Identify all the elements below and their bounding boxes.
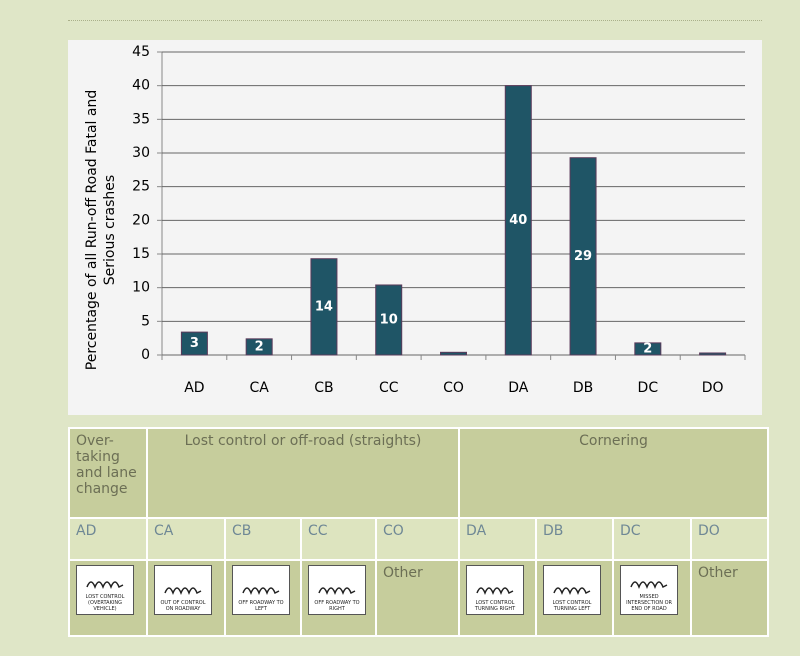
icon-cell: MISSED INTERSECTION OR END OF ROAD [612, 559, 693, 637]
icon: LOST CONTROL (OVERTAKING VEHICLE) [76, 565, 134, 615]
spiral [242, 587, 280, 596]
code-cell: CC [300, 517, 377, 561]
icon-text: MISSED INTERSECTION OR END OF ROAD [626, 594, 672, 612]
icon-text: LOST CONTROL TURNING RIGHT [474, 600, 516, 612]
data-label: 14 [315, 299, 333, 314]
icon-graphic [318, 587, 356, 596]
icon: LOST CONTROL TURNING LEFT [543, 565, 602, 615]
bar [440, 351, 467, 356]
y-tick-label: 40 [132, 78, 150, 94]
spiral [630, 581, 668, 590]
y-tick-label: 30 [132, 145, 150, 161]
header-cell: Lost control or off-road (straights) [145, 427, 461, 519]
icon-graphic [164, 587, 202, 596]
icon-cell: LOST CONTROL (OVERTAKING VEHICLE) [68, 559, 148, 637]
bar [375, 284, 403, 356]
icon: OUT OF CONTROL ON ROADWAY [154, 565, 212, 615]
icon: MISSED INTERSECTION OR END OF ROAD [620, 565, 679, 615]
icon-cell: LOST CONTROL TURNING RIGHT [458, 559, 538, 637]
code-cell: CB [224, 517, 302, 561]
icon-text: OFF ROADWAY TO LEFT [238, 600, 284, 612]
spiral [553, 587, 591, 596]
icon-graphic [86, 581, 124, 590]
spiral [86, 581, 124, 590]
icon-cell: Other [690, 559, 770, 637]
code-cell: DC [612, 517, 693, 561]
icon-text: OUT OF CONTROL ON ROADWAY [160, 600, 206, 612]
icon-text: LOST CONTROL (OVERTAKING VEHICLE) [85, 594, 125, 612]
bar [504, 85, 532, 356]
y-tick-label: 0 [141, 347, 150, 363]
icon-graphic [553, 587, 591, 596]
icon-cell: Other [374, 559, 461, 637]
y-tick-label: 5 [141, 313, 150, 329]
bar [310, 258, 338, 356]
x-tick-label: CO [443, 380, 464, 396]
x-tick-label: DC [638, 380, 659, 396]
icon-text: OFF ROADWAY TO RIGHT [314, 600, 360, 612]
icon: OFF ROADWAY TO RIGHT [308, 565, 366, 615]
y-axis-label: Percentage of all Run-off Road Fatal and [84, 90, 100, 370]
x-tick-label: AD [184, 380, 204, 396]
y-tick-label: 45 [132, 44, 150, 60]
y-axis-label: Serious crashes [102, 175, 118, 285]
icon-cell: OFF ROADWAY TO LEFT [224, 559, 302, 637]
header-cell: Over-taking and lane change [68, 427, 148, 519]
x-tick-label: CB [314, 380, 333, 396]
x-tick-label: DB [573, 380, 593, 396]
y-tick-label: 25 [132, 179, 150, 195]
data-label: 2 [255, 339, 264, 354]
data-label: 3 [190, 336, 199, 351]
bar [699, 352, 727, 356]
x-tick-label: DA [508, 380, 529, 396]
data-label: 29 [574, 249, 592, 264]
icon-graphic [476, 587, 514, 596]
bar [569, 157, 597, 356]
x-tick-label: CA [249, 380, 269, 396]
table: Over-taking and lane change Lost control … [68, 427, 770, 637]
x-tick-label: CC [379, 380, 399, 396]
icon-graphic [630, 581, 668, 590]
icon-cell: OFF ROADWAY TO RIGHT [300, 559, 377, 637]
code-cell: CO [374, 517, 461, 561]
data-label: 40 [509, 213, 527, 228]
divider [68, 20, 762, 21]
code-cell: DA [458, 517, 538, 561]
spiral [476, 587, 514, 596]
icon: LOST CONTROL TURNING RIGHT [466, 565, 525, 615]
icon-cell: LOST CONTROL TURNING LEFT [535, 559, 615, 637]
icon-text: LOST CONTROL TURNING LEFT [552, 600, 592, 612]
bar [634, 342, 662, 356]
code-cell: DB [535, 517, 615, 561]
x-tick-label: DO [702, 380, 724, 396]
y-tick-label: 15 [132, 246, 150, 262]
spiral [318, 587, 356, 596]
code-cell: DO [690, 517, 770, 561]
chart: Percentage of all Run-off Road Fatal and… [68, 40, 762, 415]
icon: OFF ROADWAY TO LEFT [232, 565, 290, 615]
y-tick-label: 10 [132, 280, 150, 296]
code-cell: CA [146, 517, 226, 561]
icon-cell: OUT OF CONTROL ON ROADWAY [146, 559, 226, 637]
bar [245, 338, 273, 356]
icon-graphic [242, 587, 280, 596]
data-label: 2 [643, 341, 652, 356]
code-cell: AD [68, 517, 148, 561]
data-label: 10 [380, 312, 398, 327]
y-tick-label: 35 [132, 111, 150, 127]
y-tick-label: 20 [132, 212, 150, 228]
bar [180, 331, 208, 356]
header-cell: Cornering [458, 427, 770, 519]
spiral [164, 587, 202, 596]
